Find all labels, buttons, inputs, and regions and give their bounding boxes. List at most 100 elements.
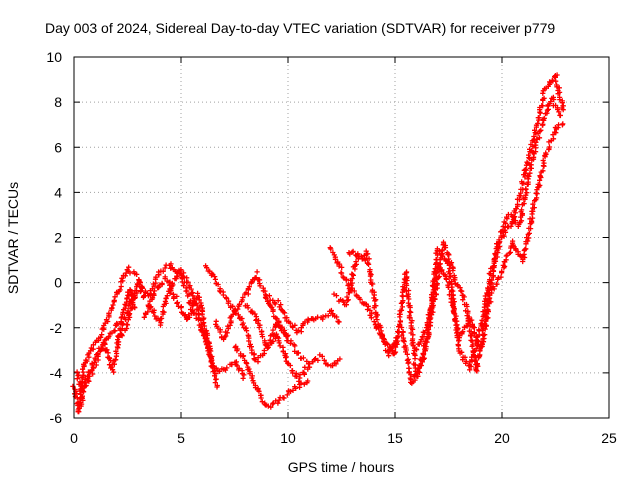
- data-point: [174, 293, 180, 299]
- data-point: [306, 364, 313, 370]
- data-point: [190, 307, 196, 313]
- data-point: [503, 220, 509, 226]
- data-point: [418, 337, 424, 343]
- data-point: [404, 282, 410, 288]
- data-point: [385, 341, 391, 347]
- data-point: [81, 372, 87, 378]
- data-point: [240, 375, 246, 381]
- data-point: [412, 356, 418, 362]
- data-point: [470, 342, 476, 348]
- data-point: [162, 274, 168, 280]
- data-point: [244, 328, 250, 334]
- data-point: [270, 327, 276, 333]
- data-point: [188, 286, 194, 292]
- data-point: [124, 295, 130, 301]
- data-point: [534, 187, 540, 193]
- data-point: [209, 357, 215, 363]
- data-point: [399, 332, 405, 338]
- data-point: [301, 370, 307, 376]
- data-point: [540, 103, 546, 109]
- y-tick-label: 8: [54, 94, 62, 110]
- data-point: [184, 275, 190, 281]
- data-point: [372, 303, 378, 309]
- data-point: [276, 397, 282, 403]
- data-point: [424, 328, 430, 334]
- series-track-9: [232, 343, 311, 410]
- data-point: [368, 315, 374, 321]
- data-point: [239, 315, 245, 322]
- x-axis-label: GPS time / hours: [288, 459, 395, 475]
- data-point: [491, 255, 498, 262]
- data-point: [167, 288, 173, 294]
- data-point: [325, 362, 331, 368]
- data-point: [536, 135, 543, 141]
- data-point: [507, 249, 513, 255]
- x-tick-label: 0: [70, 430, 78, 446]
- data-point: [460, 297, 466, 303]
- data-point: [496, 237, 502, 243]
- data-point: [457, 285, 463, 291]
- data-point: [275, 298, 281, 304]
- data-point: [554, 105, 561, 111]
- data-point: [185, 293, 191, 299]
- data-point: [471, 325, 477, 331]
- data-point: [499, 268, 505, 274]
- data-point: [171, 295, 177, 301]
- series-track-12: [327, 245, 375, 321]
- data-point: [404, 269, 410, 275]
- y-tick-label: -6: [50, 410, 63, 426]
- data-point: [268, 404, 274, 410]
- data-point: [491, 263, 497, 269]
- data-point: [305, 317, 311, 323]
- data-point: [246, 366, 252, 372]
- data-point: [405, 360, 411, 366]
- data-point: [201, 323, 208, 329]
- data-point: [530, 201, 536, 207]
- data-point: [246, 338, 252, 344]
- data-point: [80, 366, 86, 372]
- data-point: [478, 342, 484, 348]
- data-point: [399, 304, 405, 310]
- data-point: [436, 273, 442, 280]
- data-point: [120, 311, 126, 317]
- data-point: [392, 350, 398, 356]
- data-point: [302, 364, 308, 370]
- data-point: [366, 256, 372, 262]
- data-point: [186, 312, 192, 318]
- data-point: [223, 329, 229, 335]
- data-point: [556, 109, 562, 115]
- data-point: [212, 274, 218, 280]
- data-point: [400, 329, 406, 335]
- data-point: [369, 289, 375, 295]
- data-point: [334, 314, 340, 320]
- data-point: [527, 216, 533, 222]
- data-point: [465, 310, 471, 316]
- data-point: [495, 275, 501, 281]
- data-point: [119, 326, 125, 332]
- data-point: [523, 167, 529, 173]
- data-point: [287, 340, 293, 346]
- data-point: [222, 334, 228, 340]
- data-point: [332, 256, 338, 262]
- data-point: [448, 261, 454, 267]
- data-point: [510, 238, 516, 244]
- data-point: [463, 360, 469, 366]
- data-point: [217, 329, 223, 335]
- data-point: [204, 265, 210, 271]
- data-point: [404, 293, 410, 299]
- data-point: [83, 380, 89, 386]
- data-point: [161, 309, 167, 315]
- data-point: [287, 320, 293, 326]
- data-point: [196, 297, 202, 303]
- data-point: [333, 361, 339, 367]
- y-tick-label: 2: [54, 230, 62, 246]
- y-tick-label: -2: [50, 320, 63, 336]
- data-point: [74, 376, 80, 382]
- data-point: [452, 311, 458, 317]
- data-point: [353, 259, 359, 265]
- data-point: [482, 326, 488, 332]
- data-point: [169, 280, 175, 286]
- data-point: [554, 84, 560, 90]
- data-point: [540, 168, 546, 174]
